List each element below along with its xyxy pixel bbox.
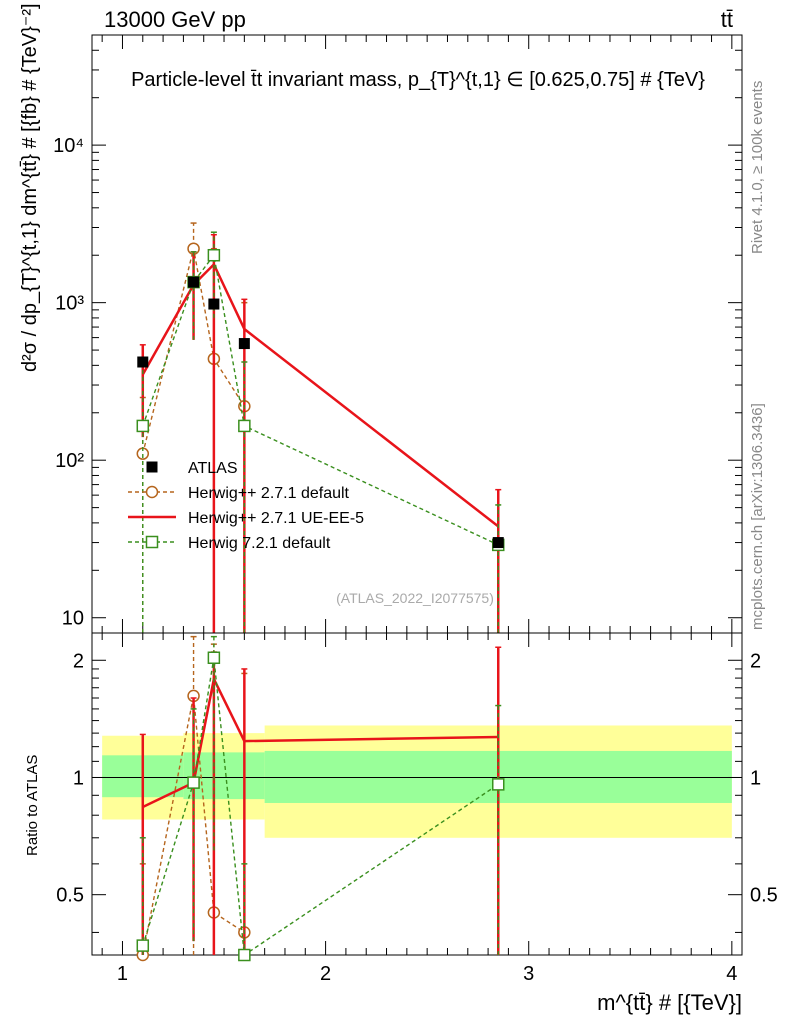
main-herwig-7-2-1-default-point [238, 419, 251, 433]
main-herwig-2-7-1-default-line [142, 248, 245, 454]
legend-label-herwig-7-2-1-default: Herwig 7.2.1 default [188, 535, 331, 552]
ratio-herwig-7-2-1-default-point [492, 778, 505, 791]
ratio-herwig-7-2-1-default-point [187, 776, 200, 789]
main-atlas-point [238, 338, 250, 350]
main-title: Particle-level t̄t invariant mass, p_{T}… [131, 69, 705, 91]
legend-marker-herwig-7-2-1-default [145, 535, 159, 549]
main-y-tick-label: 10 [62, 608, 84, 630]
ratio-herwig-7-2-1-default-point [207, 651, 221, 665]
legend-marker-atlas [146, 461, 158, 473]
ratio-herwig-2-7-1-default-line [142, 695, 245, 956]
legend-marker-herwig-2-7-1-default [145, 485, 159, 499]
analysis-watermark: (ATLAS_2022_I2077575) [336, 590, 494, 606]
main-atlas-point [492, 537, 504, 549]
main-ylabel: d²σ / dp_{T}^{t,1} dm^{tt̄} # [{fb} # {T… [19, 3, 41, 372]
legend-label-herwig-2-7-1-ue-ee-5: Herwig++ 2.7.1 UE-EE-5 [188, 510, 364, 527]
main-y-tick-label: 10³ [55, 293, 84, 315]
main-herwig-7-2-1-default-line [142, 253, 499, 546]
main-y-tick-label: 10⁴ [53, 135, 84, 157]
ratio-y-tick-label-right: 0.5 [750, 885, 778, 907]
ratio-x-tick-label: 3 [523, 963, 534, 985]
main-y-tick-label: 10² [55, 450, 84, 472]
main-atlas-point [137, 356, 149, 368]
rivet-version-label: Rivet 4.1.0, ≥ 100k events [749, 81, 766, 254]
ratio-xlabel: m^{tt̄} # [{TeV}] [597, 990, 742, 1015]
legend-label-atlas: ATLAS [188, 460, 238, 477]
ratio-herwig-7-2-1-default-point [136, 939, 150, 952]
mcplots-label: mcplots.cern.ch [arXiv:1306.3436] [749, 403, 766, 630]
main-series-layer [136, 222, 505, 633]
ratio-y-tick-label: 0.5 [56, 885, 84, 907]
ratio-y-tick-label: 1 [73, 767, 84, 789]
legend-label-herwig-2-7-1-default: Herwig++ 2.7.1 default [188, 485, 350, 502]
ratio-y-tick-label: 2 [73, 650, 84, 672]
ratio-x-tick-label: 2 [320, 963, 331, 985]
ratio-series-layer [136, 635, 505, 962]
main-herwig-2-7-1-ue-ee-5-line [141, 262, 500, 528]
main-axis-ticks: 10 10² 10³ 10⁴ [53, 34, 742, 633]
main-atlas-point [188, 276, 200, 288]
ratio-x-tick-label: 4 [726, 963, 737, 985]
main-atlas-point [208, 298, 220, 310]
ratio-ylabel: Ratio to ATLAS [24, 755, 41, 856]
ratio-y-tick-label-right: 1 [750, 767, 761, 789]
ratio-y-tick-label-right: 2 [750, 650, 761, 672]
main-herwig-7-2-1-default-point [207, 248, 221, 262]
ratio-plot-frame [91, 632, 743, 956]
ratio-axis-ticks: 0.5 0.5 1 1 2 2 1 2 3 4 [56, 633, 778, 985]
header-energy-label: 13000 GeV pp [104, 7, 246, 32]
legend: ATLAS Herwig++ 2.7.1 default Herwig++ 2.7.… [128, 460, 364, 552]
header-process-label: tt̄ [721, 7, 733, 32]
ratio-herwig-7-2-1-default-point [238, 948, 251, 962]
main-herwig-7-2-1-default-point [136, 419, 150, 433]
ratio-x-tick-label: 1 [117, 963, 128, 985]
